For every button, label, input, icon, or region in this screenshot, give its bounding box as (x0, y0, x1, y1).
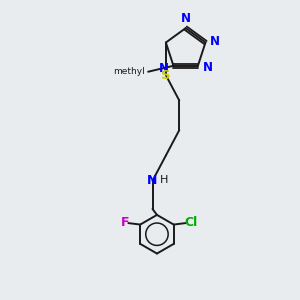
Text: S: S (161, 69, 171, 82)
Text: methyl: methyl (113, 67, 145, 76)
Text: N: N (147, 174, 158, 187)
Text: F: F (121, 216, 130, 229)
Text: N: N (210, 34, 220, 47)
Text: N: N (181, 12, 191, 25)
Text: N: N (159, 62, 169, 75)
Text: H: H (160, 175, 168, 184)
Text: Cl: Cl (184, 216, 198, 229)
Text: N: N (203, 61, 213, 74)
